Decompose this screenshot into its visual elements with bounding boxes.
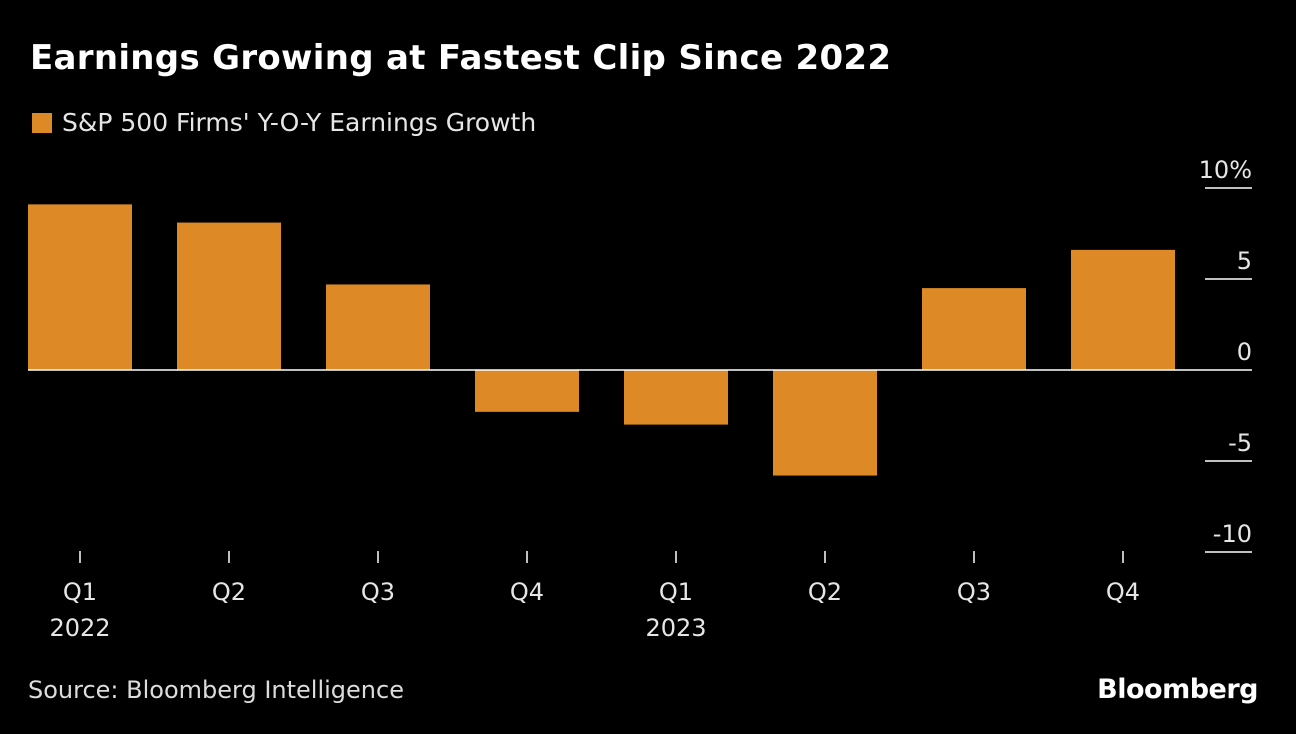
bloomberg-logo: Bloomberg [1097, 674, 1258, 705]
legend-swatch [32, 112, 52, 133]
x-tick-label-8: Q4 [1106, 578, 1140, 606]
bar-3 [326, 284, 430, 370]
x-tick-label-3: Q3 [361, 578, 395, 606]
x-tick-label-6: Q2 [808, 578, 842, 606]
legend: S&P 500 Firms' Y-O-Y Earnings Growth [32, 108, 536, 137]
legend-label: S&P 500 Firms' Y-O-Y Earnings Growth [62, 108, 537, 137]
chart-title: Earnings Growing at Fastest Clip Since 2… [30, 38, 892, 78]
y-tick-label-4: -10 [1213, 520, 1252, 548]
bar-5 [624, 370, 728, 425]
x-tick-label-1: Q1 [63, 578, 97, 606]
x-tick-label-7: Q3 [957, 578, 991, 606]
bar-2 [177, 222, 281, 370]
source-note: Source: Bloomberg Intelligence [28, 676, 404, 704]
y-tick-label-2: 0 [1237, 338, 1252, 366]
x-tick-label-5: Q1 [659, 578, 693, 606]
x-year-label-5: 2023 [645, 614, 706, 642]
x-tick-label-4: Q4 [510, 578, 544, 606]
y-tick-label-3: -5 [1228, 429, 1252, 457]
bar-6 [773, 370, 877, 476]
bar-7 [922, 288, 1026, 370]
x-year-label-1: 2022 [49, 614, 110, 642]
y-tick-label-1: 5 [1237, 247, 1252, 275]
y-tick-label-0: 10% [1199, 156, 1252, 184]
bar-4 [475, 370, 579, 412]
x-tick-label-2: Q2 [212, 578, 246, 606]
bar-1 [28, 204, 132, 370]
bar-8 [1071, 249, 1175, 370]
